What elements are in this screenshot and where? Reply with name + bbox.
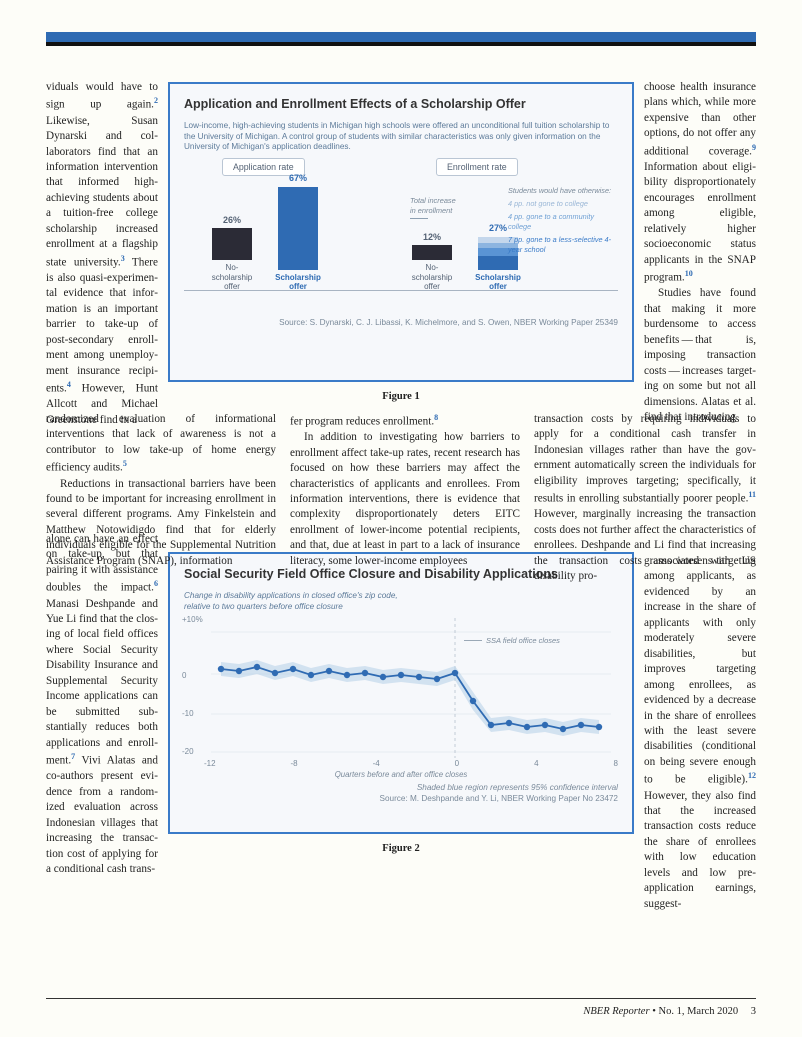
bar-val: 26% <box>223 214 241 226</box>
annotation-closure: SSA field office closes <box>464 636 560 646</box>
ylabel: -20 <box>182 746 194 757</box>
bar-no-scholarship-app <box>212 228 252 260</box>
bar-label: No-scholarshipoffer <box>410 263 454 291</box>
xlabel: -8 <box>291 758 298 769</box>
annotation-breakdown: Students would have otherwise: 4 pp. not… <box>508 186 618 255</box>
bar-label: No-scholarshipoffer <box>210 263 254 291</box>
header-blue-bar <box>46 32 756 42</box>
xlabel: 0 <box>455 758 459 769</box>
col-a-top: viduals would have to sign up again.2 Li… <box>46 80 158 428</box>
col-b-full: fer program reduces enrollment.8In addit… <box>290 412 520 569</box>
xlabel: 8 <box>613 758 617 769</box>
figure-1-body: Application rate Enrollment rate 26% No-… <box>184 158 618 313</box>
figure-1: Application and Enrollment Effects of a … <box>168 82 634 382</box>
footer-issue: No. 1, March 2020 <box>659 1006 739 1017</box>
footer: NBER Reporter • No. 1, March 2020 3 <box>583 1006 756 1017</box>
bar-no-scholarship-enr <box>412 245 452 260</box>
figure-1-subtitle: Low-income, high-achieving students in M… <box>184 121 618 152</box>
figure-2-source: Shaded blue region represents 95% confid… <box>184 782 618 804</box>
page: Application and Enrollment Effects of a … <box>0 0 802 1037</box>
figure-2: Social Security Field Office Closure and… <box>168 552 634 834</box>
footer-journal: NBER Reporter <box>583 1006 649 1017</box>
ylabel: -10 <box>182 708 194 719</box>
figure-1-title: Application and Enrollment Effects of a … <box>184 96 618 113</box>
figure-2-subtitle: Change in disability applications in clo… <box>184 591 618 612</box>
col-c-top: choose health insurance plans which, whi… <box>644 80 756 425</box>
col-a-full-2: alone can have an effect on take-up, but… <box>46 532 158 877</box>
bar-val: 27% <box>489 222 507 234</box>
bar-label: Scholarshipoffer <box>475 273 521 291</box>
xlabel: -4 <box>373 758 380 769</box>
ylabel: 0 <box>182 670 186 681</box>
xlabel: -12 <box>204 758 216 769</box>
figure-2-caption: Figure 2 <box>168 842 634 856</box>
xlabel: 4 <box>534 758 538 769</box>
ylabel: +10% <box>182 614 203 625</box>
figure-2-body: +10% 0 -10 -20 <box>184 618 618 778</box>
pill-enrollment-rate: Enrollment rate <box>436 158 518 176</box>
bar-val: 67% <box>289 172 307 184</box>
footer-page: 3 <box>751 1006 756 1017</box>
content-area: Application and Enrollment Effects of a … <box>46 80 756 997</box>
header-black-bar <box>46 42 756 46</box>
annotation-total-increase: Total increase in enrollment <box>410 196 456 219</box>
bar-label: Scholarshipoffer <box>275 273 321 291</box>
figure-1-source: Source: S. Dynarski, C. J. Libassi, K. M… <box>184 317 618 328</box>
xaxis-title: Quarters before and after office closes <box>184 770 618 781</box>
figure-1-caption: Figure 1 <box>168 390 634 404</box>
footer-rule <box>46 998 756 999</box>
bar-scholarship-app <box>278 187 318 270</box>
bar-val: 12% <box>423 231 441 243</box>
col-c-bot: grams worsens target­ing among applicant… <box>644 554 756 912</box>
